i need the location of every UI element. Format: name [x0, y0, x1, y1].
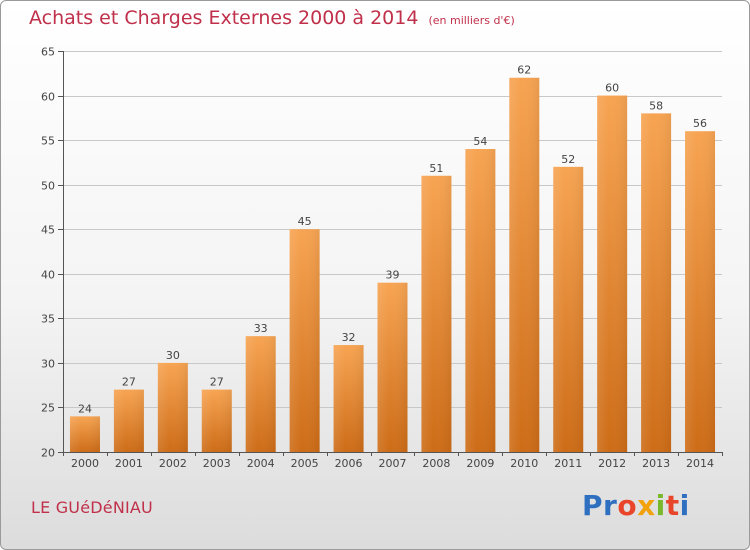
data-label: 52: [561, 153, 575, 166]
x-tick-label: 2012: [598, 457, 626, 470]
bars: [69, 77, 716, 453]
y-tick-label: 30: [41, 358, 55, 371]
data-label: 45: [298, 215, 312, 228]
data-label: 24: [78, 402, 92, 415]
x-tick-label: 2009: [466, 457, 494, 470]
x-tick-label: 2006: [335, 457, 363, 470]
data-label: 33: [254, 322, 268, 335]
data-label: 54: [473, 135, 487, 148]
y-tick-label: 20: [41, 447, 55, 460]
data-label: 27: [210, 376, 224, 389]
x-tick-label: 2001: [115, 457, 143, 470]
data-label: 62: [517, 64, 531, 77]
chart-title: Achats et Charges Externes 2000 à 2014: [29, 7, 419, 29]
bar-shade-2001: [113, 389, 144, 452]
data-label: 30: [166, 349, 180, 362]
y-tick-label: 40: [41, 269, 55, 282]
y-tick-label: 55: [41, 135, 55, 148]
data-label: 27: [122, 376, 136, 389]
bar-shade-2005: [289, 229, 320, 452]
bar-shade-2009: [465, 149, 496, 452]
x-tick-label: 2003: [203, 457, 231, 470]
data-label: 51: [429, 162, 443, 175]
logo-letter: i: [655, 489, 666, 522]
x-tick-label: 2011: [554, 457, 582, 470]
bar-shade-2003: [201, 389, 232, 452]
x-tick-label: 2000: [71, 457, 99, 470]
logo-letter: i: [679, 489, 690, 522]
x-tick-label: 2014: [686, 457, 714, 470]
y-tick-label: 35: [41, 313, 55, 326]
bar-shade-2014: [685, 131, 716, 452]
proxiti-logo: Proxiti: [582, 489, 690, 522]
logo-letter: o: [617, 489, 638, 522]
bar-shade-2006: [333, 345, 364, 452]
logo-letter: x: [637, 489, 656, 522]
bar-shade-2010: [509, 77, 540, 452]
labels: 20 25 30 35 40 45 50 55 60 65 24 2000 27 2001 30 2002 27…: [41, 46, 714, 471]
x-tick-label: 2007: [379, 457, 407, 470]
x-tick-label: 2008: [422, 457, 450, 470]
x-tick-label: 2010: [510, 457, 538, 470]
x-tick-label: 2004: [247, 457, 275, 470]
bar-shade-2011: [553, 166, 584, 452]
logo-letter: t: [665, 489, 680, 522]
commune-name: LE GUéDéNIAU: [31, 498, 153, 517]
data-label: 56: [693, 117, 707, 130]
x-tick-label: 2002: [159, 457, 187, 470]
logo-letter: P: [582, 489, 604, 522]
y-tick-label: 50: [41, 180, 55, 193]
logo-letter: r: [603, 489, 618, 522]
y-tick-label: 45: [41, 224, 55, 237]
data-label: 60: [605, 82, 619, 95]
y-tick-label: 25: [41, 402, 55, 415]
bar-shade-2002: [157, 362, 188, 452]
data-label: 32: [342, 331, 356, 344]
y-tick-label: 60: [41, 91, 55, 104]
y-tick-label: 65: [41, 46, 55, 59]
bar-shade-2012: [597, 95, 628, 453]
bar-shade-2000: [69, 416, 100, 452]
chart-subtitle: (en milliers d'€): [428, 14, 515, 27]
data-label: 58: [649, 99, 663, 112]
bar-shade-2004: [245, 336, 276, 452]
bar-shade-2008: [421, 175, 452, 452]
bar-shade-2007: [377, 282, 408, 452]
bar-shade-2013: [641, 113, 672, 452]
axes: [58, 51, 723, 456]
x-tick-label: 2005: [291, 457, 319, 470]
title-row: Achats et Charges Externes 2000 à 2014 (e…: [29, 7, 515, 29]
data-label: 39: [386, 269, 400, 282]
x-tick-label: 2013: [642, 457, 670, 470]
